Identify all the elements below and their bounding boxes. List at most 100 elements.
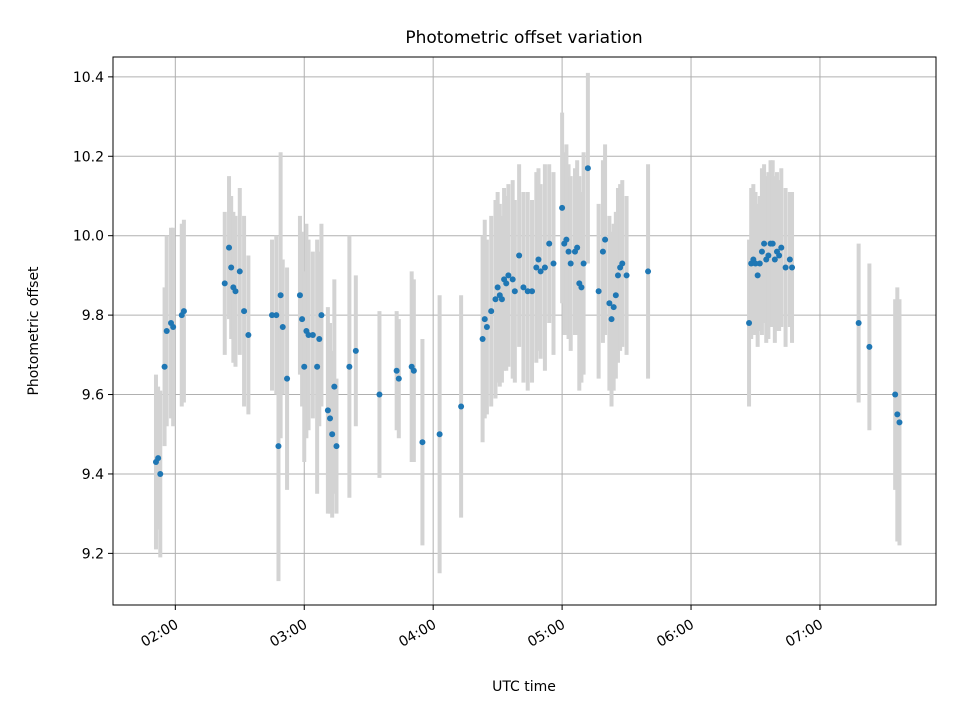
data-point [410, 367, 417, 374]
data-point [535, 256, 542, 263]
data-point [541, 264, 548, 271]
data-point [275, 443, 282, 450]
y-tick-label: 10.4 [73, 70, 104, 86]
data-point [752, 260, 759, 267]
y-tick-label: 9.4 [82, 467, 104, 483]
data-point [559, 204, 566, 211]
data-point [301, 363, 308, 370]
data-point [479, 335, 486, 342]
data-point [316, 335, 323, 342]
data-point [567, 260, 574, 267]
y-tick-label: 10.2 [73, 149, 104, 165]
data-points [152, 165, 903, 477]
data-point [776, 252, 783, 259]
data-point [509, 276, 516, 283]
data-point [346, 363, 353, 370]
data-point [494, 284, 501, 291]
data-point [488, 308, 495, 315]
x-tick-label: 02:00 [138, 617, 181, 651]
data-point [789, 264, 796, 271]
data-point [896, 419, 903, 426]
data-point [279, 324, 286, 331]
data-point [481, 316, 488, 323]
data-point [612, 292, 619, 299]
data-point [610, 304, 617, 311]
y-tick-label: 9.6 [82, 388, 104, 404]
data-point [746, 320, 753, 327]
data-point [756, 260, 763, 267]
data-point [324, 407, 331, 414]
data-point [305, 331, 312, 338]
data-point [309, 331, 316, 338]
data-point [498, 296, 505, 303]
data-point [155, 455, 162, 462]
x-tick-label: 07:00 [783, 617, 826, 651]
data-point [228, 264, 235, 271]
chart-title: Photometric offset variation [405, 28, 642, 48]
x-axis-ticks: 02:00 03:00 04:00 05:00 06:00 07:00 [138, 605, 826, 651]
data-point [226, 244, 233, 251]
data-point [584, 165, 591, 172]
data-point [327, 415, 334, 422]
data-point [761, 240, 768, 247]
data-point [333, 443, 340, 450]
data-point [221, 280, 228, 287]
data-point [180, 308, 187, 315]
data-point [565, 248, 572, 255]
data-point [163, 328, 170, 334]
data-point [537, 268, 544, 275]
data-point [606, 300, 613, 307]
error-bars [153, 72, 902, 582]
data-point [758, 248, 765, 255]
data-point [778, 244, 785, 251]
x-tick-label: 05:00 [525, 617, 568, 651]
data-point [269, 312, 276, 319]
data-point [516, 252, 523, 259]
data-point [245, 331, 252, 338]
data-point [503, 280, 510, 287]
data-point [376, 391, 383, 398]
data-point [645, 268, 652, 275]
data-point [623, 272, 630, 279]
data-point [318, 312, 325, 319]
data-point [492, 296, 499, 303]
data-point [458, 403, 465, 410]
data-point [892, 391, 899, 398]
data-point [395, 375, 402, 382]
y-tick-label: 10.0 [73, 229, 104, 245]
data-point [511, 288, 518, 295]
data-point [329, 431, 336, 438]
y-tick-label: 9.8 [82, 308, 104, 324]
data-point [574, 244, 581, 251]
x-axis-label: UTC time [492, 679, 556, 695]
data-point [771, 256, 778, 263]
data-point [314, 363, 321, 370]
data-point [546, 240, 553, 247]
data-point [595, 288, 602, 295]
data-point [170, 324, 177, 331]
y-axis-label: Photometric offset [26, 266, 42, 396]
data-point [277, 292, 284, 299]
data-point [550, 260, 557, 267]
data-point [563, 236, 570, 243]
data-point [436, 431, 443, 438]
data-point [578, 284, 585, 291]
data-point [232, 288, 239, 295]
x-tick-label: 06:00 [654, 617, 697, 651]
data-point [599, 248, 606, 255]
data-point [533, 264, 540, 271]
data-point [284, 375, 291, 382]
data-point [505, 272, 512, 279]
data-point [754, 272, 761, 279]
data-point [614, 272, 621, 279]
data-point [619, 260, 626, 267]
data-point [273, 312, 280, 319]
data-point [419, 439, 426, 446]
data-point [157, 470, 164, 477]
data-point [161, 363, 168, 370]
y-axis-ticks: 9.2 9.4 9.6 9.8 10.0 10.2 10.4 [73, 70, 113, 562]
data-point [296, 292, 303, 299]
data-point [608, 316, 615, 323]
data-point [520, 284, 527, 291]
